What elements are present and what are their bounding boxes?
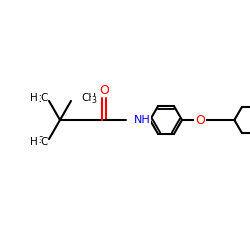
Text: O: O xyxy=(195,114,205,126)
Text: H: H xyxy=(30,93,38,103)
Text: CH: CH xyxy=(81,93,96,103)
Text: 3: 3 xyxy=(38,96,43,104)
Text: H: H xyxy=(30,137,38,147)
Text: NH: NH xyxy=(134,115,151,125)
Text: O: O xyxy=(99,84,109,96)
Text: 3: 3 xyxy=(38,136,43,144)
Text: C: C xyxy=(40,137,48,147)
Text: C: C xyxy=(40,93,48,103)
Text: 3: 3 xyxy=(91,96,96,106)
